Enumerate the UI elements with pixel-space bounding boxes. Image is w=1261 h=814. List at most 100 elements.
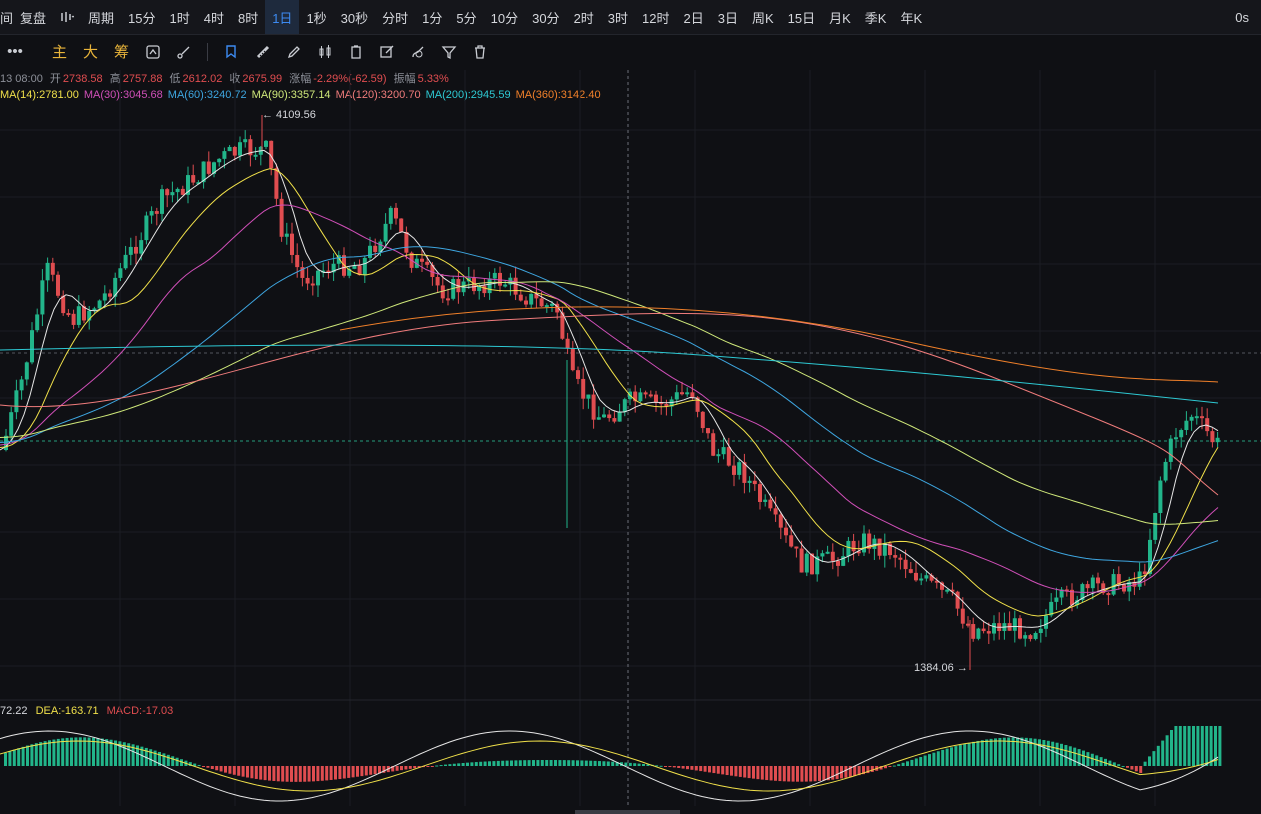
trash-icon[interactable] — [464, 35, 495, 68]
candle-body — [482, 285, 487, 294]
period-tab-10[interactable]: 30秒 — [340, 10, 369, 26]
period-tab-18[interactable]: 12时 — [642, 10, 670, 26]
main-indicator-button[interactable]: 主 — [51, 44, 67, 61]
candle-icon[interactable] — [309, 35, 340, 68]
high-annotation: ← 4109.56 — [262, 109, 316, 121]
ruler-icon[interactable] — [247, 35, 278, 68]
period-tab-5[interactable]: 1时 — [169, 10, 190, 26]
candle-body — [144, 215, 149, 241]
macd-bar — [866, 766, 870, 774]
candle-body — [186, 175, 190, 195]
period-tab-7[interactable]: 8时 — [237, 10, 259, 26]
bookmark-icon[interactable] — [216, 35, 247, 68]
pen-icon[interactable] — [278, 35, 309, 68]
period-tab-24[interactable]: 季K — [864, 10, 887, 26]
period-tab-1[interactable]: 复盘 — [20, 10, 47, 26]
macd-bar — [879, 766, 883, 770]
candle-body — [14, 390, 19, 413]
period-tab-9[interactable]: 1秒 — [306, 10, 327, 26]
big-order-button[interactable]: 大 — [82, 44, 98, 61]
period-tab-23[interactable]: 月K — [829, 10, 851, 26]
edit-icon[interactable] — [371, 35, 402, 68]
macd-bar — [488, 761, 491, 766]
macd-bar — [479, 761, 483, 766]
period-tab-19[interactable]: 2日 — [683, 10, 704, 26]
period-tab-4[interactable]: 15分 — [128, 10, 156, 26]
macd-bar — [30, 744, 34, 766]
period-tab-22[interactable]: 15日 — [787, 10, 816, 26]
clipboard-icon[interactable] — [340, 35, 371, 68]
macd-bar — [734, 766, 738, 777]
candle-body — [799, 548, 804, 573]
candle-body — [1215, 437, 1220, 443]
candle-body — [742, 462, 747, 483]
macd-bar — [1104, 758, 1107, 766]
indicator-icon[interactable] — [137, 35, 168, 68]
candle-body — [1044, 615, 1048, 629]
dif-line — [0, 730, 1219, 802]
more-button[interactable]: ••• — [7, 43, 23, 60]
macd-bar — [932, 752, 936, 766]
period-tab-25[interactable]: 年K — [900, 10, 923, 26]
period-tab-0[interactable]: 间 — [0, 10, 13, 26]
macd-bar — [505, 760, 509, 766]
macd-bar — [826, 766, 830, 781]
macd-bar — [848, 766, 852, 777]
period-tab-21[interactable]: 周K — [751, 10, 774, 26]
ma-legend-item: MA(200):2945.59 — [425, 89, 511, 101]
macd-bar — [149, 749, 153, 766]
macd-bar — [941, 749, 945, 766]
macd-bar — [268, 766, 271, 781]
brush-icon[interactable] — [402, 35, 433, 68]
macd-bar — [756, 766, 760, 780]
candle-body — [862, 533, 866, 553]
macd-bar — [659, 765, 663, 767]
candle-body — [622, 399, 627, 413]
candle-body — [477, 285, 482, 292]
macd-bar — [457, 763, 461, 766]
draw-icon[interactable] — [168, 35, 199, 68]
period-tab-2[interactable] — [53, 0, 81, 34]
candle-body — [612, 418, 617, 422]
macd-bar — [206, 766, 210, 768]
period-tab-6[interactable]: 4时 — [203, 10, 224, 26]
period-tab-16[interactable]: 2时 — [573, 10, 594, 26]
macd-bar — [540, 760, 544, 766]
candle-body — [165, 189, 170, 196]
macd-bar — [263, 766, 267, 781]
candle-body — [108, 293, 112, 297]
chips-button[interactable]: 筹 — [113, 44, 129, 61]
candle-body — [331, 263, 336, 273]
macd-bar — [857, 766, 861, 776]
period-tab-20[interactable]: 3日 — [717, 10, 738, 26]
macd-bar — [501, 760, 505, 766]
period-tab-14[interactable]: 10分 — [490, 10, 519, 26]
macd-bar — [831, 766, 835, 780]
macd-bar — [914, 758, 918, 766]
period-tab-3[interactable]: 周期 — [88, 10, 115, 26]
candle-body — [794, 546, 799, 549]
macd-bar — [642, 763, 645, 766]
candle-body — [300, 267, 305, 278]
period-tab-12[interactable]: 1分 — [422, 10, 443, 26]
macd-bar — [338, 766, 342, 780]
filter-icon[interactable] — [433, 35, 464, 68]
macd-bar — [646, 764, 650, 766]
period-tab-8[interactable]: 1日 — [265, 0, 300, 34]
macd-bar — [980, 740, 984, 766]
period-tab-17[interactable]: 3时 — [607, 10, 629, 26]
period-topbar: 间复盘 周期 15分 1时 4时 8时 1日 1秒 30秒 分时 1分 5分 10分 30分 2时 3时 12时… — [0, 0, 1261, 35]
amp-label: 振幅 — [393, 73, 416, 85]
period-tab-11[interactable]: 分时 — [382, 10, 409, 26]
candle-body — [378, 241, 383, 252]
period-tab-13[interactable]: 5分 — [456, 10, 477, 26]
candle-body — [472, 278, 476, 292]
candle-body — [1075, 600, 1080, 606]
macd-bar — [580, 760, 584, 766]
macd-bar — [452, 763, 456, 766]
period-tab-15[interactable]: 30分 — [532, 10, 560, 26]
macd-bar — [532, 760, 535, 766]
candle-body — [1054, 597, 1059, 602]
candle-body — [1116, 574, 1121, 585]
